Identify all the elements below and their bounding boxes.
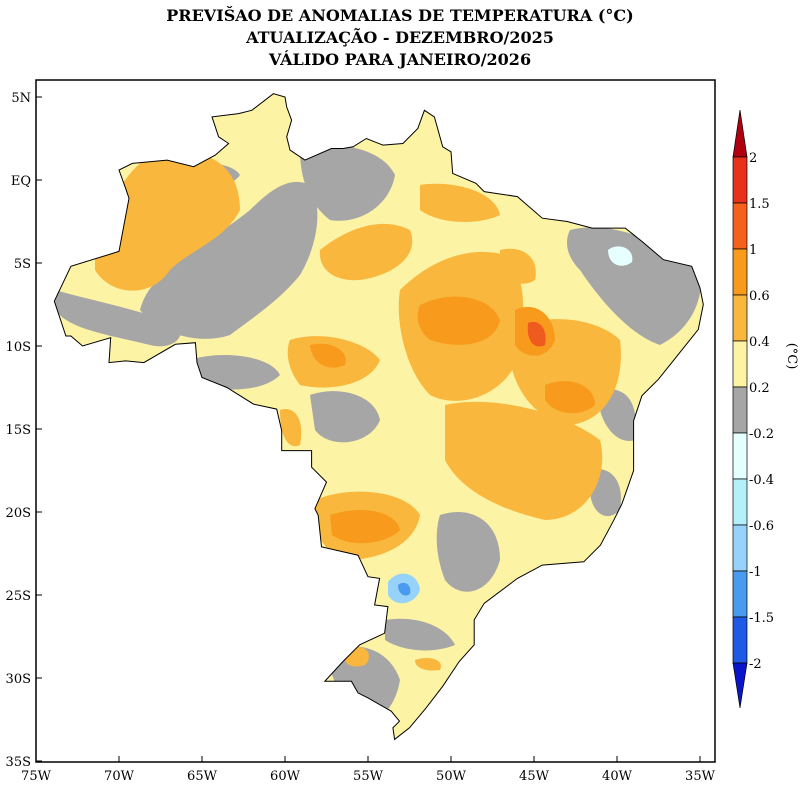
colorbar-segment <box>732 616 748 664</box>
lon-tick-label: 35W <box>685 769 716 784</box>
lat-tick-label: 25S <box>6 589 31 604</box>
lat-tick-label: 15S <box>6 423 31 438</box>
colorbar-upper-arrow <box>732 109 748 158</box>
lon-tick-label: 40W <box>602 769 633 784</box>
anomaly-region-orange-light <box>280 409 302 447</box>
lat-tick-label: EQ <box>11 174 31 189</box>
colorbar: 2 1.5 1 0.6 0.4 0.2 -0.2 -0.4 -0.6 -1 -1.5 -2 <box>732 109 774 709</box>
anomaly-region-gray <box>300 145 395 221</box>
map-frame <box>35 79 716 763</box>
anomaly-region-cyan <box>608 246 633 266</box>
colorbar-label: 0.2 <box>749 381 770 396</box>
colorbar-label: 1 <box>749 243 757 258</box>
map-title-line-2: ATUALIZAÇÃO - DEZEMBRO/2025 <box>246 28 554 47</box>
colorbar-segment <box>732 202 748 250</box>
anomaly-region-orange <box>545 381 595 414</box>
lon-tick-label: 60W <box>270 769 301 784</box>
colorbar-segment <box>732 570 748 618</box>
anomaly-region-red <box>527 321 546 347</box>
colorbar-unit-label: (°C) <box>784 343 799 370</box>
lon-tick-label: 75W <box>21 769 52 784</box>
colorbar-label: -1.5 <box>749 611 774 626</box>
colorbar-label: 0.4 <box>749 335 770 350</box>
colorbar-segment <box>732 386 748 434</box>
colorbar-segment <box>732 340 748 388</box>
colorbar-label: -1 <box>749 565 762 580</box>
anomaly-region-gray <box>600 389 636 441</box>
colorbar-segment <box>732 478 748 526</box>
brazil-border <box>53 93 704 741</box>
lat-tick-label: 5N <box>11 91 31 106</box>
anomaly-region-gray <box>140 181 318 339</box>
anomaly-region-orange-light <box>319 223 413 281</box>
lon-tick-label: 50W <box>436 769 467 784</box>
colorbar-label: -0.6 <box>749 519 774 534</box>
anomaly-region-blue <box>398 582 411 596</box>
colorbar-segment <box>732 432 748 480</box>
map-title-line-3: VÁLIDO PARA JANEIRO/2026 <box>268 50 532 69</box>
anomaly-region-gray <box>190 355 280 390</box>
colorbar-label: -2 <box>749 657 762 672</box>
lon-tick-label: 45W <box>519 769 550 784</box>
anomaly-region-orange <box>417 296 500 345</box>
anomaly-region-orange-light <box>445 401 603 520</box>
lon-tick-label: 65W <box>187 769 218 784</box>
colorbar-lower-arrow <box>732 662 748 709</box>
anomaly-region-orange <box>330 510 400 544</box>
anomaly-region-gray <box>55 290 181 347</box>
lat-tick-label: 10S <box>6 340 31 355</box>
anomaly-region-orange-light <box>95 150 240 291</box>
lat-tick-label: 5S <box>14 257 31 272</box>
lat-tick-label: 30S <box>6 672 31 687</box>
map-title-line-1: PREVIŠAO DE ANOMALIAS DE TEMPERATURA (°C… <box>166 6 634 25</box>
anomaly-region-gray <box>385 618 455 651</box>
anomaly-region-orange <box>310 343 346 368</box>
colorbar-segment <box>732 156 748 204</box>
colorbar-label: 1.5 <box>749 197 770 212</box>
colorbar-label: -0.4 <box>749 473 774 488</box>
colorbar-label: -0.2 <box>749 427 774 442</box>
lat-tick-label: 35S <box>6 755 31 770</box>
anomaly-region-orange-light <box>420 183 500 222</box>
colorbar-segment <box>732 248 748 296</box>
anomaly-region-orange-light <box>500 248 536 284</box>
lon-tick-label: 55W <box>353 769 384 784</box>
colorbar-segment <box>732 294 748 342</box>
anomaly-region-gray <box>310 391 380 443</box>
anomaly-region-gray <box>436 512 500 592</box>
colorbar-label: 0.6 <box>749 289 770 304</box>
colorbar-segment <box>732 524 748 572</box>
colorbar-label: 2 <box>749 151 757 166</box>
lat-tick-label: 20S <box>6 506 31 521</box>
lon-tick-label: 70W <box>104 769 135 784</box>
anomaly-region-orange-light <box>415 658 441 671</box>
